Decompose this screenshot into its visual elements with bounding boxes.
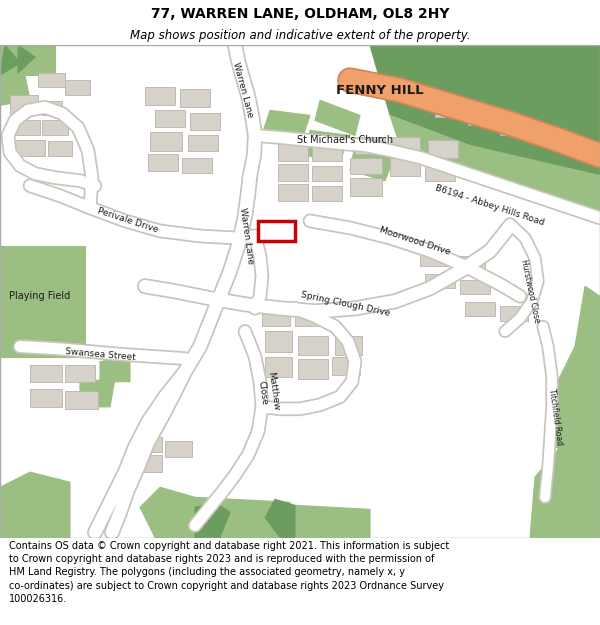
Polygon shape	[425, 164, 455, 181]
Text: Contains OS data © Crown copyright and database right 2021. This information is : Contains OS data © Crown copyright and d…	[9, 541, 449, 604]
Polygon shape	[48, 141, 72, 156]
Polygon shape	[370, 45, 600, 176]
Polygon shape	[530, 447, 600, 538]
Polygon shape	[455, 256, 485, 271]
Polygon shape	[135, 455, 162, 472]
Text: Map shows position and indicative extent of the property.: Map shows position and indicative extent…	[130, 29, 470, 42]
Polygon shape	[148, 154, 178, 171]
Polygon shape	[30, 389, 62, 407]
Text: Moorwood Drive: Moorwood Drive	[379, 226, 451, 257]
Polygon shape	[188, 136, 218, 151]
Polygon shape	[0, 472, 70, 538]
Text: Spring Clough Drive: Spring Clough Drive	[299, 291, 391, 318]
Polygon shape	[315, 100, 360, 136]
Polygon shape	[420, 251, 450, 266]
Polygon shape	[30, 364, 62, 382]
Text: B6194 - Abbey Hills Road: B6194 - Abbey Hills Road	[434, 184, 546, 228]
Text: Titchfield Road: Titchfield Road	[547, 388, 563, 446]
Text: Swansea Street: Swansea Street	[64, 347, 136, 362]
Polygon shape	[555, 336, 600, 462]
Text: Playing Field: Playing Field	[10, 291, 71, 301]
Polygon shape	[468, 107, 498, 126]
Polygon shape	[65, 391, 98, 409]
Polygon shape	[350, 177, 382, 196]
Polygon shape	[465, 302, 495, 316]
Polygon shape	[350, 146, 395, 181]
Polygon shape	[265, 331, 292, 351]
Polygon shape	[312, 146, 342, 161]
Text: Hurstwood Close: Hurstwood Close	[519, 259, 541, 324]
Polygon shape	[262, 308, 290, 326]
Text: Warren Lane: Warren Lane	[238, 207, 254, 265]
Polygon shape	[165, 441, 192, 457]
Polygon shape	[38, 73, 65, 88]
Polygon shape	[305, 131, 350, 161]
Text: St Michael's Church: St Michael's Church	[297, 136, 393, 146]
Polygon shape	[435, 100, 465, 118]
Polygon shape	[335, 336, 362, 354]
Text: Perivale Drive: Perivale Drive	[97, 207, 160, 235]
Polygon shape	[278, 184, 308, 201]
Text: 77, WARREN LANE, OLDHAM, OL8 2HY: 77, WARREN LANE, OLDHAM, OL8 2HY	[151, 6, 449, 21]
Polygon shape	[295, 506, 370, 538]
Polygon shape	[190, 113, 220, 131]
Polygon shape	[500, 306, 528, 321]
Polygon shape	[18, 45, 35, 73]
Polygon shape	[390, 138, 420, 154]
Polygon shape	[575, 286, 600, 362]
Polygon shape	[15, 141, 45, 156]
Polygon shape	[260, 111, 310, 146]
Polygon shape	[140, 488, 205, 538]
Polygon shape	[80, 379, 115, 407]
Polygon shape	[312, 186, 342, 201]
Polygon shape	[390, 116, 600, 216]
Text: Warren Lane: Warren Lane	[231, 61, 255, 119]
Polygon shape	[298, 336, 328, 354]
Polygon shape	[145, 88, 175, 105]
Text: FENNY HILL: FENNY HILL	[336, 84, 424, 97]
Polygon shape	[0, 246, 85, 357]
Polygon shape	[295, 308, 325, 326]
Polygon shape	[390, 158, 420, 176]
Polygon shape	[278, 164, 308, 181]
Polygon shape	[0, 75, 30, 105]
Polygon shape	[278, 144, 308, 161]
Polygon shape	[182, 158, 212, 172]
Polygon shape	[265, 357, 292, 377]
Polygon shape	[42, 101, 62, 116]
Polygon shape	[355, 138, 385, 154]
Polygon shape	[10, 95, 38, 116]
Polygon shape	[195, 498, 290, 538]
Polygon shape	[180, 89, 210, 107]
Polygon shape	[265, 499, 295, 538]
Polygon shape	[100, 357, 130, 382]
Polygon shape	[135, 437, 162, 452]
Polygon shape	[332, 357, 360, 374]
Polygon shape	[425, 274, 455, 288]
Polygon shape	[42, 121, 68, 136]
Polygon shape	[350, 158, 382, 174]
Polygon shape	[12, 121, 40, 136]
Polygon shape	[460, 280, 490, 294]
Polygon shape	[195, 503, 230, 538]
Polygon shape	[312, 166, 342, 181]
Polygon shape	[0, 45, 20, 75]
Text: Matthew
Close: Matthew Close	[256, 371, 280, 413]
Polygon shape	[500, 118, 530, 136]
Polygon shape	[150, 132, 182, 151]
Polygon shape	[428, 141, 458, 158]
Polygon shape	[298, 359, 328, 379]
Polygon shape	[65, 80, 90, 95]
Polygon shape	[155, 111, 185, 128]
Polygon shape	[258, 221, 295, 241]
Polygon shape	[0, 45, 55, 75]
Polygon shape	[65, 364, 95, 382]
